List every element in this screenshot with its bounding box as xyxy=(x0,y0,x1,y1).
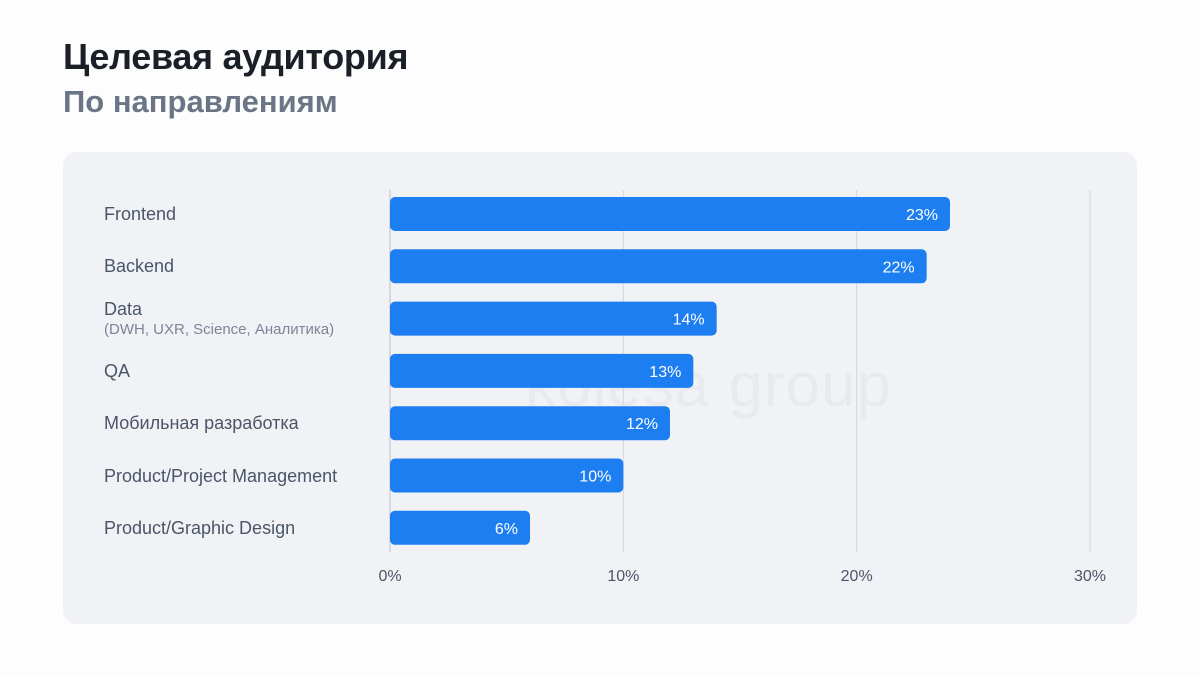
bar-value-label-2: 14% xyxy=(673,312,705,329)
category-label-2: Data (DWH, UXR, Science, Аналитика) xyxy=(104,298,334,340)
category-name: QA xyxy=(104,360,131,381)
tick-label-0: 0% xyxy=(378,568,402,585)
category-label-1: Backend xyxy=(104,255,174,277)
bar-4 xyxy=(390,406,670,441)
bar-1 xyxy=(390,249,927,284)
category-label-3: QA xyxy=(104,360,130,382)
page-subtitle: По направлениям xyxy=(63,84,338,119)
category-name: Product/Project Management xyxy=(104,465,338,486)
bar-value-label-6: 6% xyxy=(495,521,518,538)
bar-5 xyxy=(390,458,624,493)
bar-value-label-1: 22% xyxy=(883,259,915,276)
tick-label-10: 10% xyxy=(607,568,640,585)
bar-3 xyxy=(390,353,694,388)
bar-value-label-5: 10% xyxy=(579,469,611,486)
bar-2 xyxy=(390,301,717,336)
category-name: Product/Graphic Design xyxy=(104,517,296,538)
category-label-5: Product/Project Management xyxy=(104,465,337,487)
category-label-4: Мобильная разработка xyxy=(104,412,299,434)
category-label-6: Product/Graphic Design xyxy=(104,517,295,539)
category-label-0: Frontend xyxy=(104,203,176,225)
bar-6 xyxy=(390,510,530,545)
tick-label-20: 20% xyxy=(840,568,873,585)
bar-value-label-0: 23% xyxy=(906,207,938,224)
category-name: Frontend xyxy=(104,204,177,224)
category-name: Data xyxy=(104,298,143,319)
bar-value-label-3: 13% xyxy=(649,364,681,381)
category-name: Backend xyxy=(104,256,175,277)
tick-label-30: 30% xyxy=(1073,568,1107,585)
page-title: Целевая аудитория xyxy=(63,36,409,77)
category-note: (DWH, UXR, Science, Аналитика) xyxy=(104,320,335,338)
bar-0 xyxy=(390,197,950,231)
category-name: Мобильная разработка xyxy=(104,413,299,434)
bar-value-label-4: 12% xyxy=(626,416,658,433)
